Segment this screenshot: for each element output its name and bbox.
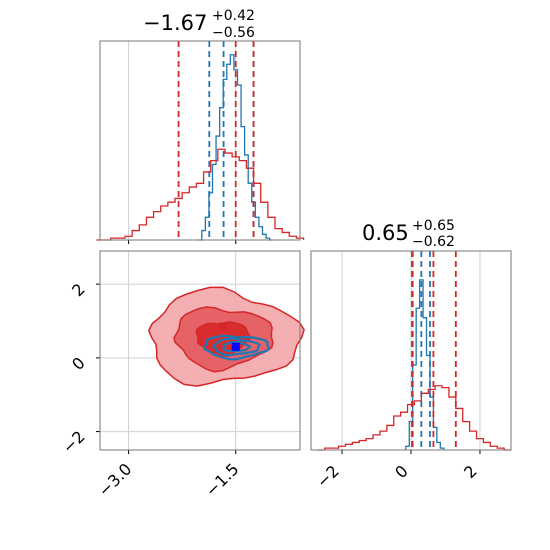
histogram-series-1-p2 xyxy=(317,385,511,451)
title-panel-2: 0.65 xyxy=(362,221,409,245)
title-panel-1: −1.67 xyxy=(143,11,207,35)
histogram-series-1-p1 xyxy=(96,148,305,241)
marginal-histogram-1 xyxy=(96,40,305,244)
center-marker-0 xyxy=(231,342,240,351)
title-panel-2-upper: +0.65 xyxy=(412,218,455,234)
blue-contour-level-0 xyxy=(222,340,252,353)
panel-frame-2 xyxy=(310,250,512,451)
histogram-series-0-p1 xyxy=(198,54,274,241)
title-panel-2-lower: −0.62 xyxy=(412,234,455,250)
title-panel-1-upper: +0.42 xyxy=(212,8,255,24)
blue-contour-level-1 xyxy=(212,337,262,357)
panel-frame-3 xyxy=(99,250,301,451)
title-panel-1-lower: −0.56 xyxy=(212,25,255,41)
blue-contour-level-2 xyxy=(202,334,271,361)
panel-frame-1 xyxy=(99,40,301,241)
center-marker-1 xyxy=(218,322,227,331)
